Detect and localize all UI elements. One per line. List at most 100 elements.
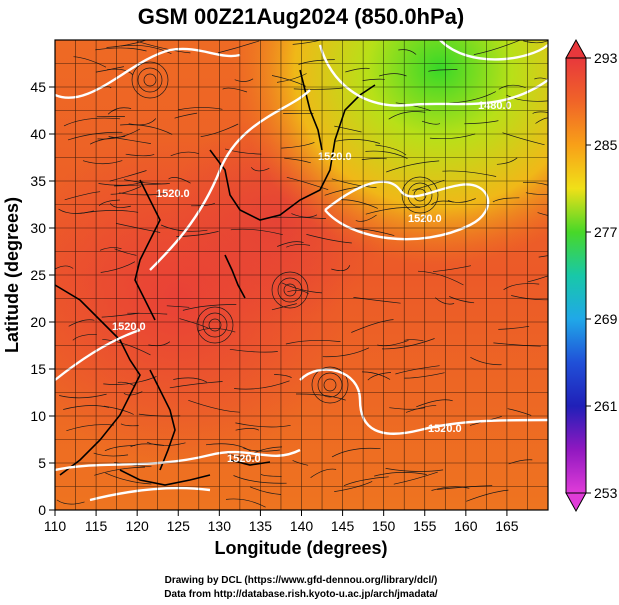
streamline (281, 142, 315, 149)
streamline (492, 197, 520, 203)
streamline (130, 443, 164, 448)
streamline (395, 365, 440, 375)
streamline (535, 117, 548, 124)
streamline (416, 399, 453, 408)
streamline (146, 441, 186, 446)
x-tick-label: 135 (249, 518, 273, 534)
colorbar-tick-label: 277 (594, 224, 618, 240)
streamline (537, 212, 548, 216)
x-axis-label: Longitude (degrees) (214, 538, 387, 558)
streamline (160, 224, 208, 232)
streamline (532, 111, 548, 114)
streamline (182, 304, 237, 311)
streamline (120, 44, 172, 55)
streamline (100, 261, 136, 273)
streamline (365, 206, 421, 215)
vortex-swirl (143, 73, 157, 87)
y-tick-label: 0 (38, 502, 46, 518)
streamline (281, 282, 322, 294)
streamline (227, 453, 255, 459)
streamline (191, 202, 216, 207)
streamline (345, 67, 370, 73)
vortex-swirl (196, 306, 234, 344)
streamline (435, 297, 455, 305)
streamline (105, 472, 152, 485)
colorbar-tick-label: 269 (594, 311, 618, 327)
streamline (178, 107, 223, 111)
streamline (98, 199, 120, 206)
streamline (386, 160, 440, 173)
streamline (169, 381, 223, 389)
streamline (464, 120, 499, 125)
streamline (398, 49, 417, 55)
streamline (102, 338, 151, 356)
streamline (353, 297, 401, 304)
streamline (66, 424, 114, 432)
streamline (95, 47, 147, 52)
streamline (103, 405, 134, 415)
contour-label: 1520.0 (227, 453, 261, 465)
streamline (117, 381, 136, 387)
vortex-swirl (311, 366, 349, 404)
streamline (64, 191, 101, 201)
streamline (170, 151, 199, 157)
streamline (334, 125, 362, 133)
y-tick-label: 25 (30, 267, 46, 283)
x-tick-label: 155 (413, 518, 437, 534)
streamline (103, 376, 157, 385)
x-tick-label: 110 (44, 518, 67, 534)
coastlines (55, 69, 376, 486)
streamline (166, 305, 190, 308)
streamline (522, 182, 548, 186)
streamline (217, 40, 260, 54)
streamline (506, 94, 548, 102)
y-tick-label: 20 (30, 314, 46, 330)
credit-drawing: Drawing by DCL (https://www.gfd-dennou.o… (165, 575, 438, 586)
streamline (361, 158, 387, 160)
y-tick-label: 15 (30, 361, 46, 377)
streamline (108, 136, 151, 144)
y-tick-label: 35 (30, 173, 46, 189)
streamline (362, 78, 385, 81)
streamline (498, 325, 530, 330)
streamline (128, 118, 157, 126)
streamline (389, 407, 426, 410)
colorbar-tick-label: 293 (594, 50, 618, 66)
streamline (507, 408, 532, 416)
streamline (234, 380, 290, 390)
x-tick-label: 130 (208, 518, 232, 534)
streamline (225, 498, 266, 508)
streamline (276, 73, 307, 83)
streamline (235, 422, 291, 428)
y-axis-label: Latitude (degrees) (2, 197, 22, 353)
contour-label: 1520.0 (112, 321, 146, 333)
streamline (205, 443, 251, 452)
streamline (534, 77, 548, 81)
y-tick-label: 40 (30, 126, 46, 142)
streamline (442, 170, 497, 177)
vortex-swirl (271, 271, 309, 309)
streamline (250, 167, 270, 172)
vortex-swirl (208, 318, 222, 332)
streamline (470, 356, 502, 366)
colorbar-scale (565, 57, 587, 494)
streamline (95, 66, 124, 73)
streamline (106, 68, 134, 76)
streamline (493, 342, 541, 347)
streamline (173, 377, 207, 383)
x-tick-label: 115 (85, 518, 108, 534)
streamline (428, 69, 458, 72)
streamline (447, 198, 476, 203)
streamline (404, 372, 445, 379)
streamline (331, 447, 381, 458)
colorbar-tick-label: 253 (594, 485, 618, 501)
streamline (249, 486, 282, 495)
y-tick-label: 30 (30, 220, 46, 236)
streamline (222, 87, 248, 93)
streamline (106, 40, 148, 48)
y-tick-label: 10 (30, 408, 46, 424)
streamline (124, 179, 170, 185)
streamline (525, 192, 548, 195)
y-axis: 0 5 10 15 20 25 30 35 40 45 (30, 79, 55, 518)
